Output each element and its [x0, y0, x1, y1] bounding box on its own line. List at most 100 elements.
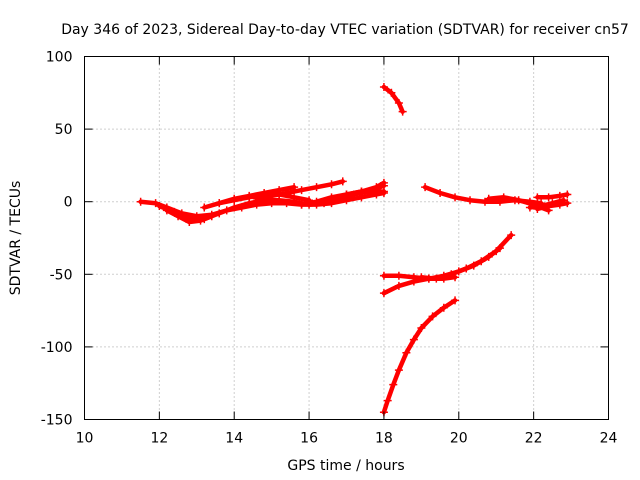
data-point [394, 98, 403, 107]
data-point [451, 296, 460, 305]
data-point [215, 209, 224, 218]
data-point [196, 216, 205, 225]
grid-lines [84, 56, 609, 420]
axis-ticks [84, 56, 609, 420]
data-point [312, 183, 321, 192]
x-tick-label: 22 [525, 431, 543, 447]
data-point [484, 194, 493, 203]
series-track [381, 298, 458, 415]
series-arc-9 [379, 82, 407, 116]
data-point [499, 193, 508, 202]
data-point [402, 348, 411, 357]
data-point [544, 193, 553, 202]
series-arc-18 [533, 199, 572, 213]
series-arc-17 [533, 190, 572, 202]
data-point [297, 200, 306, 209]
data-point [282, 188, 291, 197]
x-tick-label: 16 [300, 431, 318, 447]
data-point [417, 273, 426, 282]
data-point [327, 180, 336, 189]
data-point [357, 187, 366, 196]
data-point [327, 193, 336, 202]
data-point [428, 312, 437, 321]
series-track [344, 180, 387, 197]
data-point [507, 231, 516, 240]
x-tick-label: 12 [150, 431, 168, 447]
y-tick-label: 0 [64, 195, 73, 211]
data-point [417, 324, 426, 333]
y-tick-label: 50 [55, 122, 73, 138]
data-point [379, 271, 388, 280]
data-point [155, 202, 164, 211]
data-point [525, 203, 534, 212]
data-point [136, 197, 145, 206]
x-tick-label: 14 [225, 431, 243, 447]
data-point [174, 212, 183, 221]
y-tick-label: -150 [41, 413, 73, 429]
data-point [230, 203, 239, 212]
data-point [492, 247, 501, 256]
data-point [514, 196, 523, 205]
data-point [215, 199, 224, 208]
data-point [389, 380, 398, 389]
y-tick-labels: 100 50 0 -50 -100 -150 [41, 50, 73, 429]
data-point [563, 190, 572, 199]
data-point [439, 303, 448, 312]
data-point [207, 212, 216, 221]
data-point [398, 107, 407, 116]
data-point [432, 274, 441, 283]
data-point [387, 88, 396, 97]
data-point [462, 264, 471, 273]
data-point [394, 366, 403, 375]
data-point [338, 177, 347, 186]
series-arc-6 [252, 177, 347, 203]
x-axis-title: GPS time / hours [287, 458, 404, 474]
series-arc-8 [342, 178, 388, 199]
data-point [436, 188, 445, 197]
data-point [563, 199, 572, 208]
series-arc-13 [379, 296, 460, 417]
series-track [381, 84, 405, 114]
data-point [421, 183, 430, 192]
data-point [379, 289, 388, 298]
y-tick-label: -100 [41, 340, 73, 356]
series-arc-12 [417, 231, 516, 283]
y-tick-label: -50 [50, 267, 73, 283]
series-arc-3 [162, 206, 216, 227]
data-point [533, 193, 542, 202]
data-point [533, 204, 542, 213]
chart-title: Day 346 of 2023, Sidereal Day-to-day VTE… [61, 22, 629, 38]
data-point [555, 200, 564, 209]
data-point [379, 178, 388, 187]
series-arc-11 [379, 244, 504, 298]
x-tick-label: 24 [600, 431, 618, 447]
data-point [252, 194, 261, 203]
data-point [245, 193, 254, 202]
data-point [230, 196, 239, 205]
data-point [372, 183, 381, 192]
x-tick-labels: 10 12 14 16 18 20 22 24 [76, 431, 618, 447]
x-tick-label: 20 [450, 431, 468, 447]
data-point [409, 335, 418, 344]
y-axis-title: SDTVAR / TECUs [8, 181, 24, 296]
data-point [297, 186, 306, 195]
data-point [185, 218, 194, 227]
data-point [451, 193, 460, 202]
plot-frame [84, 56, 609, 420]
series-arc-5 [215, 190, 314, 208]
data-point [290, 193, 299, 202]
data-point [447, 270, 456, 279]
data-point [394, 271, 403, 280]
data-point [409, 277, 418, 286]
x-tick-label: 18 [375, 431, 393, 447]
data-points [136, 82, 572, 417]
data-point [200, 203, 209, 212]
data-point [394, 281, 403, 290]
x-tick-label: 10 [76, 431, 94, 447]
data-point [383, 396, 392, 405]
data-point [379, 82, 388, 91]
data-point [555, 191, 564, 200]
y-tick-label: 100 [46, 50, 73, 66]
data-point [312, 197, 321, 206]
